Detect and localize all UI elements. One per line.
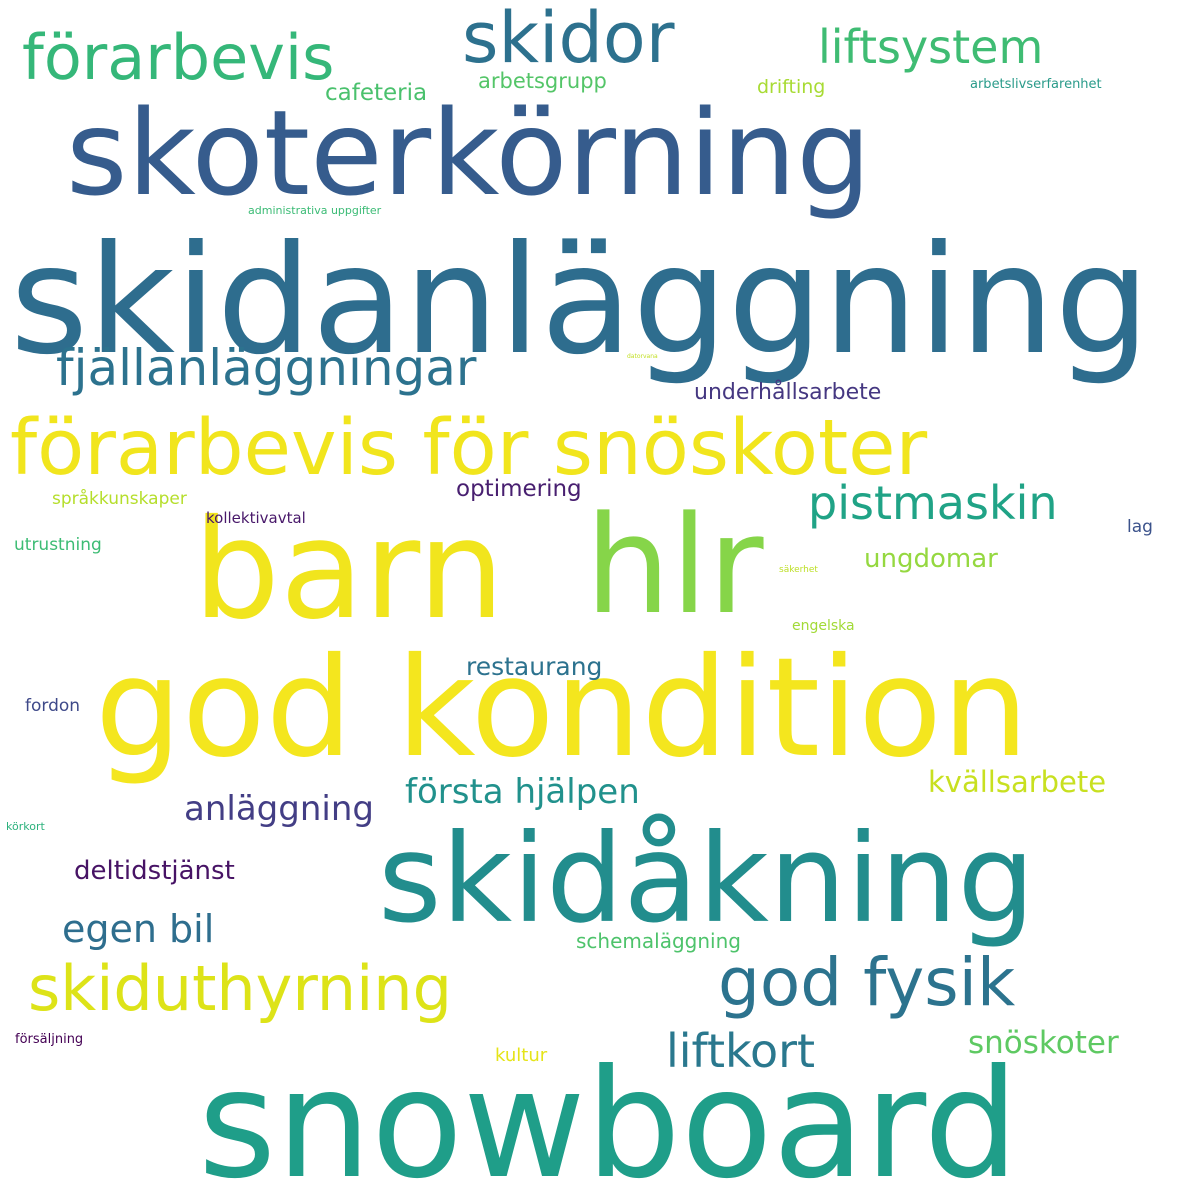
word-ungdomar: ungdomar bbox=[864, 544, 998, 574]
word-fordon: fordon bbox=[25, 696, 81, 716]
word-snowboard: snowboard bbox=[198, 1038, 1019, 1200]
word-drifting: drifting bbox=[757, 76, 826, 98]
word-forsta-hjalpen: första hjälpen bbox=[405, 772, 640, 812]
word-kultur: kultur bbox=[495, 1045, 548, 1066]
word-skidanlaggning: skidanläggning bbox=[10, 214, 1150, 388]
word-hlr: hlr bbox=[585, 487, 764, 644]
word-liftkort: liftkort bbox=[666, 1024, 816, 1078]
word-skiduthyrning: skiduthyrning bbox=[28, 952, 452, 1025]
word-administrativa-uppgifter: administrativa uppgifter bbox=[248, 204, 382, 217]
word-sprakkunskaper: språkkunskaper bbox=[52, 489, 187, 509]
word-sakerhet: säkerhet bbox=[779, 565, 818, 575]
word-arbetsgrupp: arbetsgrupp bbox=[478, 69, 607, 93]
word-egen-bil: egen bil bbox=[62, 907, 215, 951]
word-underhallsarbete: underhållsarbete bbox=[694, 380, 882, 405]
word-anlaggning: anläggning bbox=[184, 789, 374, 829]
word-kvallsarbete: kvällsarbete bbox=[928, 765, 1107, 799]
word-restaurang: restaurang bbox=[466, 652, 603, 681]
word-lag: lag bbox=[1127, 517, 1153, 537]
word-forarbevis-for-snoskoter: förarbevis för snöskoter bbox=[10, 404, 928, 493]
word-skidakning: skidåkning bbox=[378, 808, 1035, 950]
word-god-fysik: god fysik bbox=[718, 944, 1016, 1021]
word-god-kondition: god kondition bbox=[95, 629, 1029, 788]
word-utrustning: utrustning bbox=[14, 535, 102, 555]
word-arbetslivserfarenhet: arbetslivserfarenhet bbox=[970, 77, 1102, 92]
word-skoterkorning: skoterkörning bbox=[66, 84, 872, 222]
word-fjallanlaggningar: fjällanläggningar bbox=[56, 339, 477, 397]
word-pistmaskin: pistmaskin bbox=[808, 476, 1058, 530]
word-skidor: skidor bbox=[462, 0, 675, 79]
word-optimering: optimering bbox=[456, 476, 582, 502]
word-liftsystem: liftsystem bbox=[818, 20, 1044, 74]
word-cafeteria: cafeteria bbox=[325, 80, 428, 106]
word-kollektivavtal: kollektivavtal bbox=[206, 509, 306, 527]
word-forarbevis: förarbevis bbox=[22, 21, 335, 94]
word-engelska: engelska bbox=[792, 618, 855, 634]
word-forsaljning: försäljning bbox=[15, 1032, 84, 1047]
word-datorvana: datorvana bbox=[627, 353, 658, 360]
word-deltidstjanst: deltidstjänst bbox=[74, 856, 235, 886]
word-korkort: körkort bbox=[6, 820, 45, 833]
word-snoskoter: snöskoter bbox=[968, 1025, 1119, 1061]
word-barn: barn bbox=[193, 491, 505, 650]
word-schemalaggning: schemaläggning bbox=[576, 929, 741, 953]
